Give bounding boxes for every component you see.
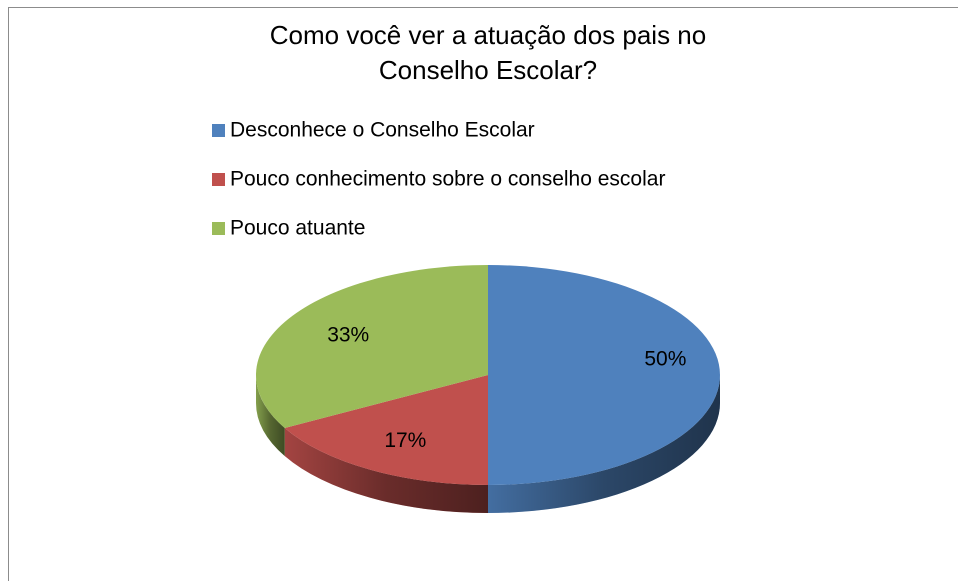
legend-swatch — [212, 124, 225, 137]
data-label: 50% — [644, 348, 686, 371]
legend-swatch — [212, 173, 225, 186]
legend-label: Pouco conhecimento sobre o conselho esco… — [230, 168, 665, 191]
data-label: 17% — [384, 429, 426, 452]
chart-title: Como você ver a atuação dos pais no Cons… — [269, 20, 707, 85]
pie-side-shade — [284, 427, 488, 513]
legend-swatch — [212, 222, 225, 235]
legend-label: Pouco atuante — [230, 217, 365, 240]
chart-border — [8, 7, 958, 581]
pie-slice — [284, 375, 488, 485]
pie-slice — [256, 265, 488, 428]
pie-slice — [488, 265, 720, 485]
pie-side-shade — [488, 375, 720, 513]
pie-side-shade — [256, 375, 285, 456]
data-label: 33% — [327, 323, 369, 346]
legend-label: Desconhece o Conselho Escolar — [230, 119, 535, 142]
